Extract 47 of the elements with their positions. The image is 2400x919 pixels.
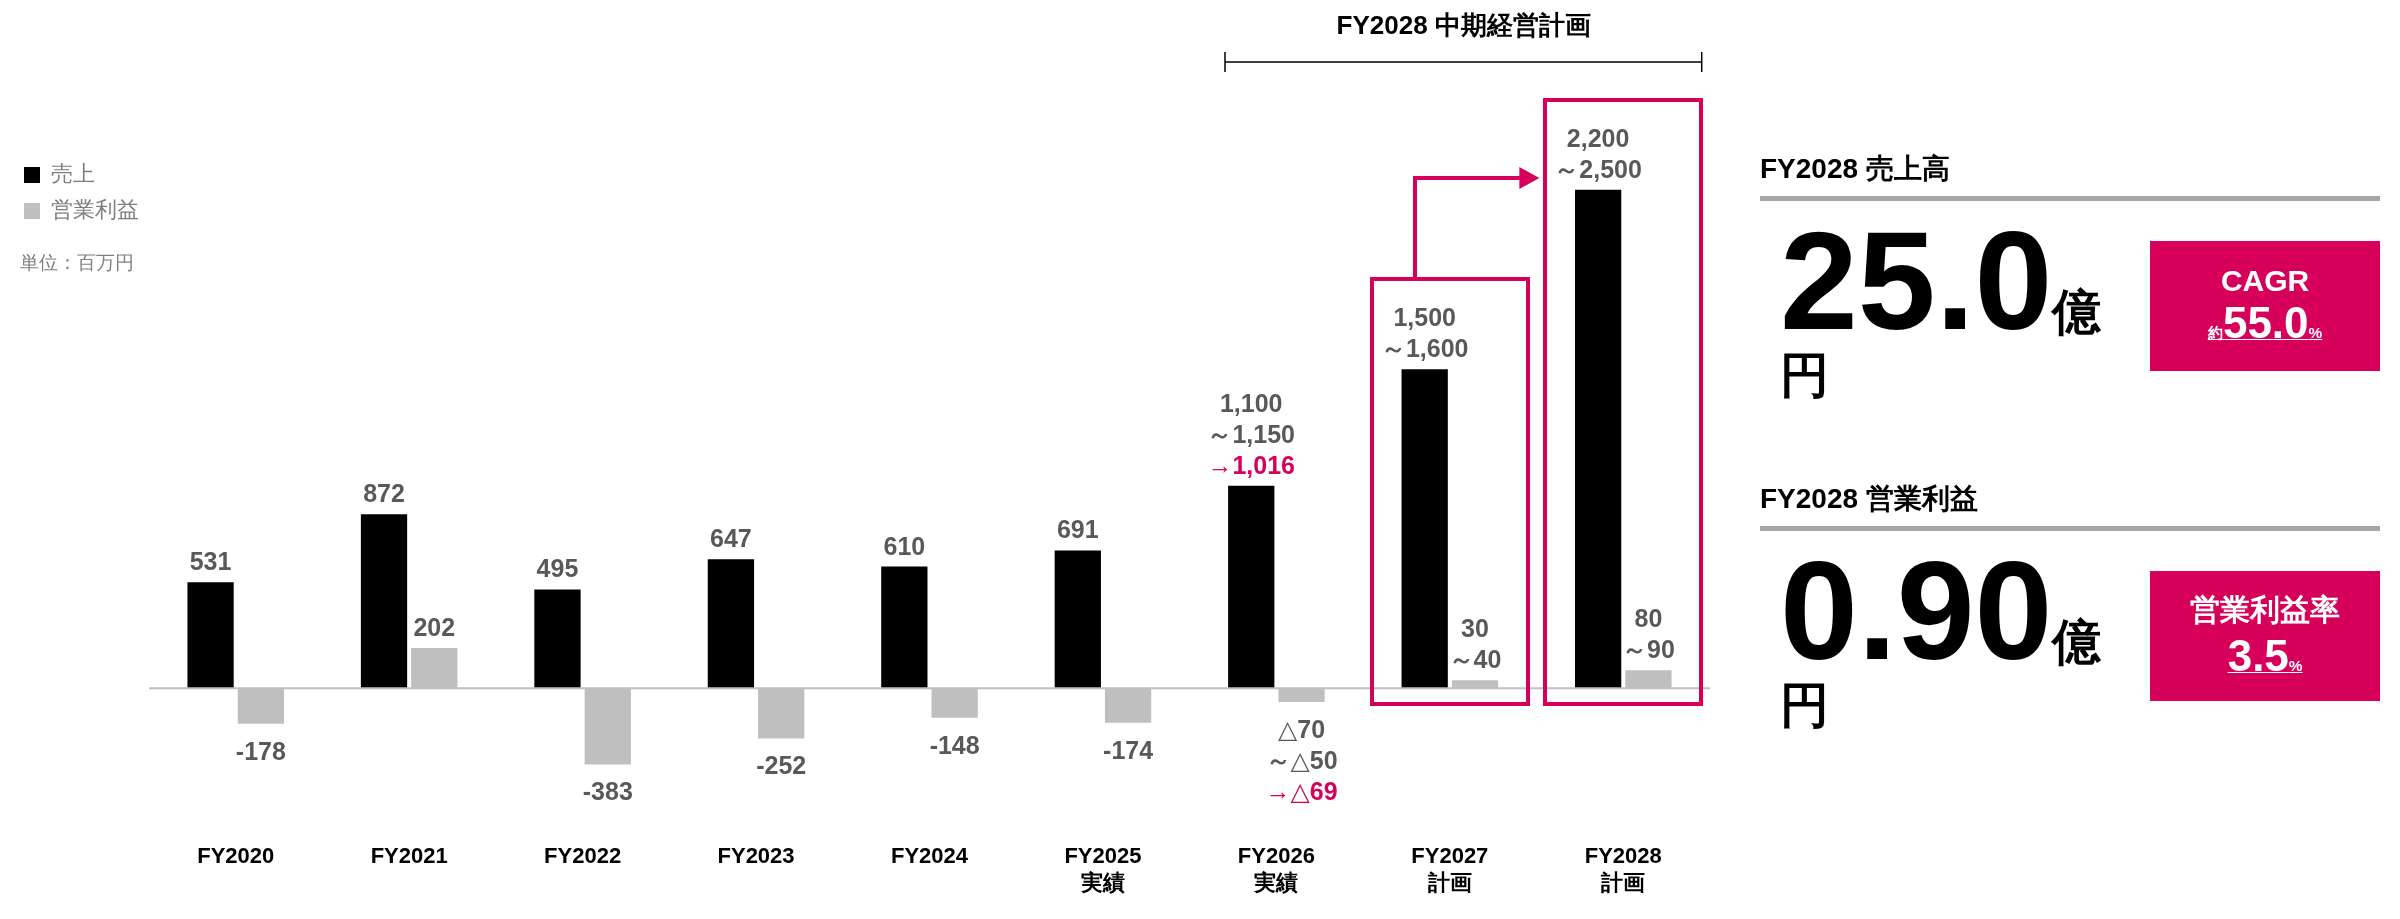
data-label: -148 [929,730,980,759]
bar [1054,550,1101,689]
legend-label: 営業利益 [51,197,139,223]
data-label: -174 [1103,735,1154,764]
data-label: 531 [189,547,232,576]
data-label: -178 [235,736,286,765]
x-tick-label: FY2028 計画 [1584,843,1662,895]
text: CAGR [2220,263,2310,298]
text: FY2028 中期経営計画 [1335,9,1592,42]
x-tick-label: FY2024 [890,843,969,869]
x-tick-label: FY2023 [717,843,795,869]
bar [707,559,755,689]
bar [1401,369,1448,689]
data-label: 2,200 ～2,500 [1554,123,1642,183]
data-label: -252 [756,751,807,780]
bar [187,582,234,689]
x-tick-label: FY2021 [370,843,448,869]
text: 営業利益率 [2190,592,2341,628]
data-label: 872 [363,479,405,508]
data-label: 202 [413,612,456,641]
text: 単位：百万円 [20,251,134,275]
data-label: 1,100 ～1,150 →1,016 [1207,388,1296,479]
text: 0.90億円 [1780,532,2102,732]
bar [1228,485,1275,689]
data-label: -383 [582,777,633,806]
text: 3.5% [2227,631,2303,680]
x-tick-label: FY2025 実績 [1064,843,1142,895]
data-label: 647 [710,524,752,553]
data-label: 30 ～40 [1448,614,1502,674]
data-label: △70 ～△50 →△69 [1265,714,1338,805]
x-tick-label: FY2020 [197,843,275,869]
text: FY2028 営業利益 [1760,480,2380,531]
bar [534,589,581,689]
data-label: 495 [536,554,579,583]
data-label: 610 [883,531,926,560]
bar [360,514,408,689]
bar [881,566,928,689]
legend-label: 売上 [51,161,95,187]
data-label: 691 [1056,515,1099,544]
x-tick-label: FY2027 計画 [1411,843,1489,895]
bar [1574,189,1622,689]
data-label: 1,500 ～1,600 [1380,303,1469,363]
data-label: 80 ～90 [1622,604,1675,664]
x-tick-label: FY2026 実績 [1237,843,1315,895]
x-tick-label: FY2022 [544,843,622,869]
text: 25.0億円 [1780,202,2102,402]
text: FY2028 売上高 [1760,150,2380,201]
